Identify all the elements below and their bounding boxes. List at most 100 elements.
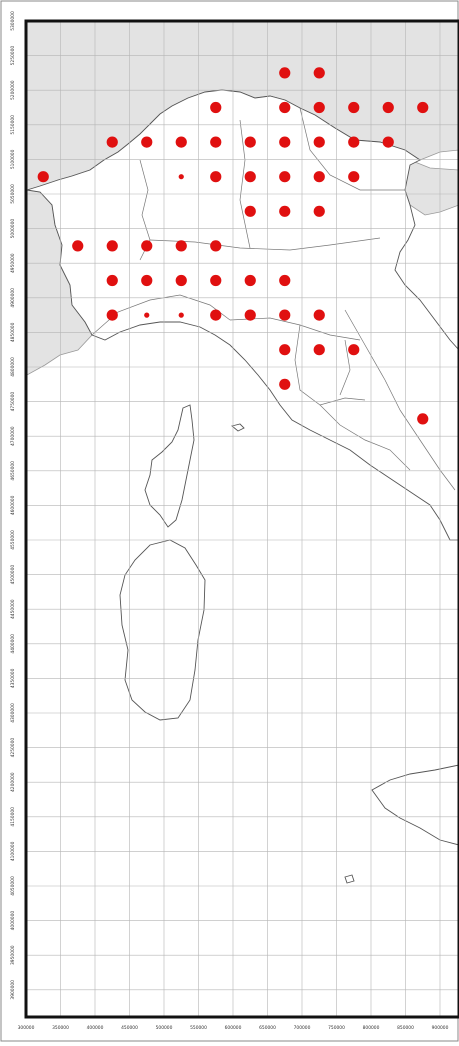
y-tick-label: 4100000 [10, 841, 16, 861]
occurrence-dot [348, 171, 360, 183]
occurrence-dot [244, 171, 256, 183]
boundary-abruzzo [399, 409, 456, 491]
y-tick-label: 5100000 [10, 149, 16, 169]
land-elba [231, 423, 245, 432]
occurrence-dot [279, 101, 291, 114]
x-tick-label: 700000 [294, 1025, 311, 1031]
occurrence-dot [244, 274, 256, 287]
occurrence-dot [313, 136, 325, 148]
occurrence-dot [106, 240, 118, 252]
y-tick-label: 4450000 [10, 599, 16, 619]
occurrence-dot [141, 240, 153, 252]
occurrence-dot [244, 309, 256, 321]
occurrence-dot [141, 274, 153, 287]
occurrence-dot [382, 101, 394, 114]
occurrence-dot [417, 101, 429, 114]
occurrence-dot [279, 344, 291, 356]
occurrence-dots [37, 67, 429, 425]
boundary-veneto-trentino [299, 107, 405, 191]
occurrence-dot [313, 344, 325, 356]
occurrence-dot [279, 205, 291, 217]
x-tick-label: 500000 [156, 1025, 173, 1031]
y-tick-label: 5050000 [10, 184, 16, 204]
occurrence-dot [279, 309, 291, 321]
y-tick-label: 4900000 [10, 288, 16, 308]
occurrence-dot [348, 101, 360, 114]
utm-grid [25, 20, 459, 1017]
y-tick-label: 4300000 [10, 703, 16, 723]
occurrence-dot [144, 312, 150, 318]
boundary-tuscany-south [294, 324, 366, 406]
occurrence-dot [313, 171, 325, 183]
occurrence-dot [210, 309, 222, 321]
occurrence-dot [244, 205, 256, 217]
occurrence-dot [244, 136, 256, 148]
x-tick-label: 600000 [225, 1025, 242, 1031]
y-tick-label: 4950000 [10, 253, 16, 273]
y-tick-label: 4600000 [10, 495, 16, 515]
occurrence-dot [210, 101, 222, 114]
occurrence-dot [175, 136, 187, 148]
occurrence-dot [279, 171, 291, 183]
occurrence-dot [313, 205, 325, 217]
y-tick-label: 4400000 [10, 634, 16, 654]
x-tick-label: 850000 [397, 1025, 414, 1031]
occurrence-dot [313, 67, 325, 79]
occurrence-dot [106, 274, 118, 287]
occurrence-dot [175, 240, 187, 252]
y-tick-label: 3900000 [10, 980, 16, 1000]
x-tick-label: 350000 [52, 1025, 69, 1031]
occurrence-dot [37, 171, 49, 183]
occurrence-dot [210, 274, 222, 287]
occurrence-dot [279, 136, 291, 148]
y-tick-label: 4250000 [10, 738, 16, 758]
y-tick-label: 4500000 [10, 565, 16, 585]
y-tick-label: 5000000 [10, 219, 16, 239]
land-italy-mainland [26, 89, 459, 541]
occurrence-dot [210, 240, 222, 252]
y-tick-label: 4750000 [10, 392, 16, 412]
y-tick-label: 3950000 [10, 945, 16, 965]
x-tick-label: 400000 [87, 1025, 104, 1031]
x-tick-label: 450000 [121, 1025, 138, 1031]
occurrence-dot [348, 344, 360, 356]
occurrence-dot [106, 309, 118, 321]
y-tick-label: 5250000 [10, 46, 16, 66]
occurrence-dot [72, 240, 84, 252]
boundary-lombardy-veneto [239, 119, 251, 249]
land-sicily [371, 764, 459, 846]
y-tick-label: 4350000 [10, 668, 16, 688]
occurrence-dot [348, 136, 360, 148]
italy-land-layer [26, 89, 459, 884]
y-tick-label: 4150000 [10, 807, 16, 827]
boundary-lazio [319, 404, 411, 471]
occurrence-dot [210, 136, 222, 148]
y-tick-label: 4200000 [10, 772, 16, 792]
y-tick-label: 4000000 [10, 911, 16, 931]
x-axis-labels: 300000 350000 400000 450000 500000 550000 6000… [18, 1025, 449, 1031]
y-tick-label: 4650000 [10, 461, 16, 481]
x-tick-label: 650000 [259, 1025, 276, 1031]
occurrence-dot [279, 378, 291, 390]
map-frame [24, 19, 459, 1019]
y-tick-label: 5300000 [10, 11, 16, 31]
y-tick-label: 5200000 [10, 80, 16, 100]
x-tick-label: 550000 [190, 1025, 207, 1031]
y-tick-label: 4550000 [10, 530, 16, 550]
boundary-po-north [149, 237, 381, 251]
x-tick-label: 900000 [432, 1025, 449, 1031]
occurrence-dot [313, 101, 325, 114]
y-tick-label: 4050000 [10, 876, 16, 896]
occurrence-dot [279, 67, 291, 79]
occurrence-dot [178, 174, 184, 180]
boundary-umbria [339, 339, 351, 396]
occurrence-dot [106, 136, 118, 148]
y-tick-label: 4800000 [10, 357, 16, 377]
occurrence-dot [178, 312, 184, 318]
y-tick-label: 4850000 [10, 322, 16, 342]
occurrence-dot [417, 413, 429, 425]
occurrence-dot [210, 171, 222, 183]
land-small-isle [344, 874, 355, 884]
